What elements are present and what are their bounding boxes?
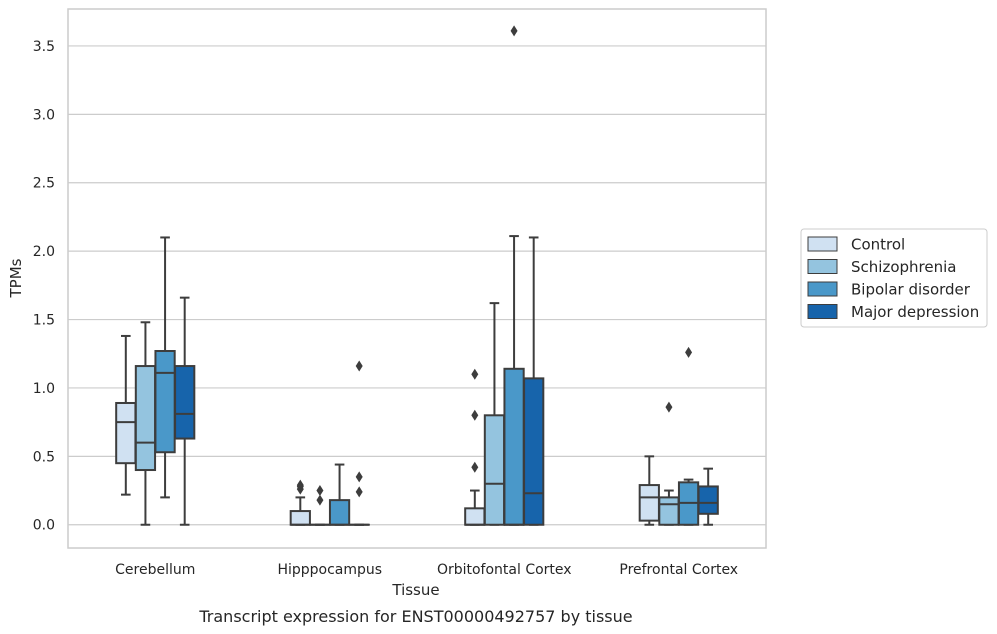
outlier-point — [316, 485, 324, 497]
y-tick-label: 3.5 — [33, 39, 55, 55]
outlier-point — [316, 494, 324, 506]
box-group — [289, 496, 311, 526]
y-axis-title: TPMs — [7, 258, 25, 298]
legend-label: Schizophrenia — [851, 258, 956, 276]
box-group — [638, 455, 660, 526]
box-group — [328, 463, 351, 526]
outlier-point — [471, 461, 479, 473]
box — [115, 401, 137, 465]
outlier-point — [296, 479, 304, 491]
legend-swatch — [807, 281, 838, 297]
y-tick-labels: 0.0 0.5 1.0 1.5 2.0 2.5 3.0 3.5 — [33, 39, 55, 534]
box-group — [523, 236, 545, 526]
y-tick-label: 0.0 — [33, 518, 55, 534]
y-tick-label: 0.5 — [33, 449, 55, 465]
box-group — [154, 236, 176, 499]
box — [154, 350, 176, 454]
box-group — [658, 489, 680, 526]
outlier-point — [355, 360, 363, 372]
y-tick-label: 2.0 — [33, 244, 55, 260]
x-tick-label: Orbitofontal Cortex — [437, 562, 572, 578]
outlier-point — [471, 368, 479, 380]
x-axis-title: Tissue — [391, 581, 439, 599]
box-group — [464, 489, 486, 526]
box — [658, 496, 680, 526]
box — [289, 510, 311, 526]
box-group — [697, 467, 719, 526]
outlier-point — [471, 409, 479, 421]
legend-label: Major depression — [851, 303, 979, 321]
outlier-point — [685, 346, 693, 358]
x-tick-label: Cerebellum — [115, 562, 195, 578]
boxes — [115, 235, 719, 526]
box — [464, 507, 486, 526]
y-tick-label: 3.0 — [33, 107, 55, 123]
box — [328, 499, 351, 526]
y-tick-label: 2.5 — [33, 176, 55, 192]
box — [503, 367, 525, 526]
box-group — [174, 296, 196, 526]
box-group — [503, 235, 525, 526]
box-group — [134, 321, 157, 526]
legend-label: Control — [851, 236, 905, 254]
x-tick-labels: Cerebellum Hipppocampus Orbitofontal Corte… — [115, 562, 738, 578]
box — [174, 365, 196, 440]
box-group — [483, 302, 506, 526]
box — [638, 484, 660, 522]
outlier-point — [510, 25, 518, 37]
box — [697, 485, 719, 515]
outlier-point — [355, 486, 363, 498]
x-tick-label: Prefrontal Cortex — [619, 562, 738, 578]
y-tick-label: 1.5 — [33, 313, 55, 329]
outlier-point — [665, 401, 673, 413]
box — [134, 365, 157, 472]
y-tick-label: 1.0 — [33, 381, 55, 397]
chart-caption: Transcript expression for ENST0000049275… — [198, 607, 632, 626]
box-group — [677, 478, 700, 526]
x-tick-label: Hipppocampus — [277, 562, 382, 578]
box — [523, 377, 545, 526]
outlier-point — [355, 471, 363, 483]
legend-swatch — [807, 259, 838, 274]
legend-label: Bipolar disorder — [851, 281, 971, 299]
outlier-points — [296, 25, 693, 506]
legend-swatch — [807, 236, 838, 252]
legend: Control Schizophrenia Bipolar disorder Majo… — [800, 228, 988, 328]
plot-area-frame — [67, 8, 767, 549]
legend-frame — [800, 228, 988, 328]
legend-swatch — [807, 304, 838, 319]
box — [483, 414, 506, 526]
